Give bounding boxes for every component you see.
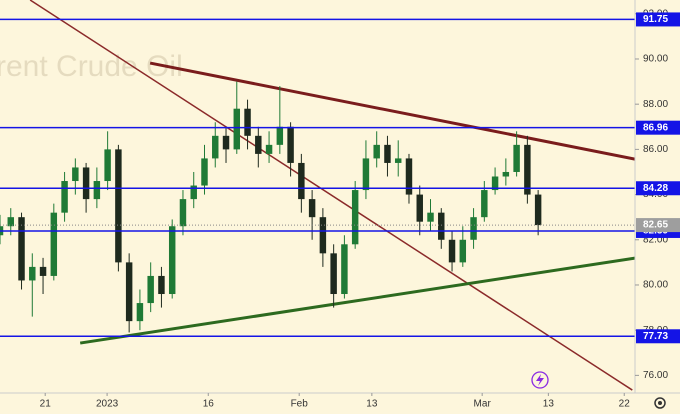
candle-body [427,212,434,222]
candle-body [115,149,122,263]
candle-body [534,194,542,226]
candle-body [222,135,230,150]
candle-body [459,239,467,263]
candle-body [136,303,144,322]
trend-line [149,61,635,161]
candle-body [50,212,58,276]
candle-body [481,190,488,218]
candle-body [61,181,68,213]
candle-body [18,217,25,281]
candle-body [394,158,402,163]
candle-body [255,135,262,154]
candle-body [201,158,208,186]
plot-area [0,0,635,391]
candle-body [233,108,241,150]
x-tick-label: Feb [291,399,309,410]
candle-body [416,194,423,222]
axes [0,0,680,394]
candle-body [438,212,445,240]
x-tick-label: 13 [366,399,378,410]
candle-body [330,253,337,295]
level-label-bg [636,181,680,196]
candle-body [405,158,413,195]
trend-line [29,0,633,391]
candle-body [93,181,101,200]
y-tick-label: 88.00 [643,99,668,110]
trend-line [79,256,635,345]
candle-body [244,108,251,136]
level-label: 77.73 [643,331,668,342]
candle-body [298,162,305,200]
last-price-label: 82.65 [643,220,668,231]
x-tick-label: 13 [543,399,555,410]
lightning-icon[interactable] [531,371,549,389]
candle-body [287,126,294,163]
y-tick-label: 82.00 [643,234,668,245]
candle-body [212,135,219,159]
candle-body [72,167,79,182]
x-tick-label: 22 [619,399,631,410]
candle-body [319,217,327,254]
candle-body [190,185,197,200]
candle-body [341,244,348,295]
candle-body [308,199,316,218]
y-tick-label: 86.00 [643,144,668,155]
level-label-bg [636,12,680,27]
y-tick-label: 80.00 [643,280,668,291]
candle-body [502,171,510,177]
level-label: 86.96 [643,122,668,133]
candle-body [104,149,111,182]
candle-body [276,126,284,145]
candle-body [470,217,477,240]
level-label: 91.75 [643,14,668,25]
level-label-bg [636,120,680,135]
candle-body [491,176,499,191]
candle-body [265,144,273,154]
x-tick-label: 16 [203,399,215,410]
candle-body [513,144,520,172]
candle-body [384,144,391,163]
level-label-bg [636,329,680,344]
candle-body [39,266,47,276]
candle-body [82,167,90,200]
candle-body [158,275,165,295]
candle-body [168,226,176,295]
x-tick-label: Mar [474,399,492,410]
candle-body [448,239,456,263]
y-tick-label: 90.00 [643,54,668,65]
candle-body [179,199,187,227]
candle-body [373,144,380,159]
candle-body [351,190,359,245]
candle-body [362,158,370,191]
settings-icon[interactable] [654,397,666,409]
candle-body [147,275,154,304]
level-label: 84.28 [643,183,668,194]
candle-body [125,262,133,322]
candle-body [7,217,14,227]
candle-body [29,266,36,281]
x-tick-label: 2023 [96,399,119,410]
x-tick-label: 21 [40,399,52,410]
last-price-label-bg [636,218,680,233]
watermark: rent Crude Oil [0,50,183,83]
y-tick-label: 76.00 [643,370,668,381]
candle-body [524,144,531,195]
